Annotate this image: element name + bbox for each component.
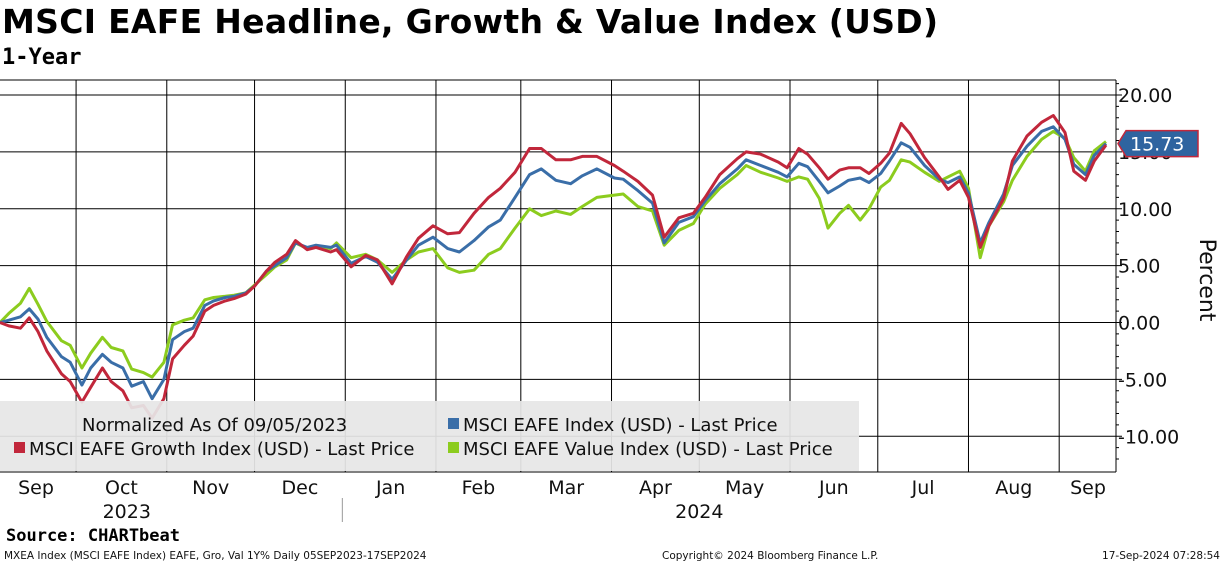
footer-ticker: MXEA Index (MSCI EAFE Index) EAFE, Gro, … [4, 550, 427, 562]
series-line-value [0, 129, 1107, 379]
legend-swatch-headline [448, 418, 459, 429]
chart-title: MSCI EAFE Headline, Growth & Value Index… [2, 2, 939, 41]
legend-label-value: MSCI EAFE Value Index (USD) - Last Price [463, 439, 833, 460]
legend-label-growth: MSCI EAFE Growth Index (USD) - Last Pric… [29, 439, 414, 460]
x-tick-label: Jun [818, 477, 849, 499]
legend-swatch-growth [14, 442, 25, 453]
legend: Normalized As Of 09/05/2023 MSCI EAFE In… [0, 401, 859, 471]
x-tick-label: Mar [548, 477, 584, 499]
y-tick-label: 20.00 [1118, 85, 1172, 107]
last-value-label: 15.73 [1130, 134, 1184, 156]
legend-swatch-value [448, 442, 459, 453]
x-tick-label: Apr [639, 477, 672, 499]
last-value-box [1117, 129, 1199, 158]
legend-note: Normalized As Of 09/05/2023 [82, 415, 347, 436]
y-tick-label: 10.00 [1118, 199, 1172, 221]
x-tick-label: Oct [105, 477, 138, 499]
x-tick-label: Sep [18, 477, 54, 499]
x-tick-label: Jul [911, 477, 935, 499]
source-note: Source: CHARTbeat [6, 526, 180, 546]
year-label: 2023 [103, 501, 151, 523]
x-tick-label: Sep [1070, 477, 1106, 499]
x-tick-label: Aug [995, 477, 1032, 499]
footer-timestamp: 17-Sep-2024 07:28:54 [1102, 550, 1220, 562]
x-tick-label: Dec [282, 477, 319, 499]
y-tick-label: 5.00 [1118, 256, 1160, 278]
y-tick-label: -10.00 [1118, 426, 1179, 448]
series-layer [0, 114, 1108, 420]
footer-copyright: Copyright© 2024 Bloomberg Finance L.P. [662, 550, 879, 562]
y-axis-label: Percent [1194, 239, 1219, 322]
y-tick-label: 0.00 [1118, 313, 1160, 335]
year-label: 2024 [675, 501, 723, 523]
x-tick-label: May [725, 477, 764, 499]
legend-box [0, 401, 859, 471]
last-value-tag: 15.73 [1117, 129, 1199, 158]
legend-label-headline: MSCI EAFE Index (USD) - Last Price [463, 415, 778, 436]
x-tick-label: Jan [375, 477, 405, 499]
series-line-headline [0, 125, 1108, 401]
axes: 20.0015.0010.005.000.00-5.00-10.00SepOct… [0, 79, 1179, 523]
chart-subtitle: 1-Year [2, 45, 82, 70]
x-tick-label: Nov [192, 477, 229, 499]
y-tick-label: -5.00 [1118, 369, 1167, 391]
x-tick-label: Feb [462, 477, 496, 499]
